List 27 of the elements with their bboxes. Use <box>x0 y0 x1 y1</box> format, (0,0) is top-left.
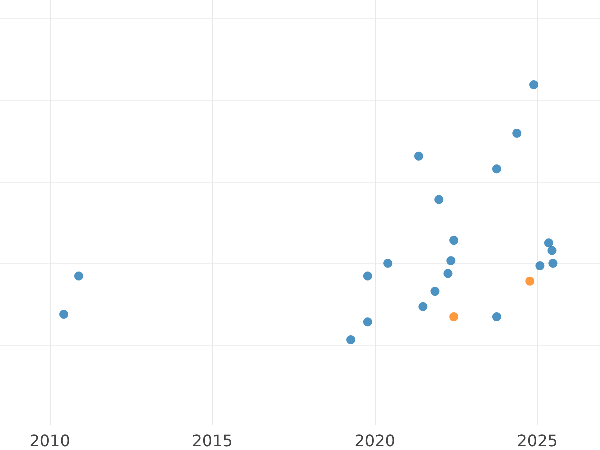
point <box>384 259 393 268</box>
point <box>444 269 453 278</box>
point <box>363 272 372 281</box>
point <box>492 164 502 174</box>
point <box>548 246 557 256</box>
point <box>430 287 440 296</box>
point <box>434 195 444 204</box>
point <box>446 256 456 266</box>
point <box>526 276 535 286</box>
point <box>346 336 356 344</box>
x-tick-label: 2020 <box>354 432 396 450</box>
point <box>450 236 459 246</box>
x-tick-label: 2025 <box>517 432 558 450</box>
point <box>450 312 459 322</box>
x-tick-label: 2010 <box>30 432 70 450</box>
x-tick-label: 2015 <box>192 432 233 450</box>
point <box>548 259 558 268</box>
point <box>74 272 84 281</box>
point <box>60 310 69 319</box>
point <box>530 80 539 90</box>
point <box>536 262 545 271</box>
point <box>418 302 428 312</box>
point <box>492 312 502 322</box>
point <box>512 128 522 138</box>
point <box>414 152 424 161</box>
point <box>363 318 372 327</box>
point <box>544 238 554 248</box>
